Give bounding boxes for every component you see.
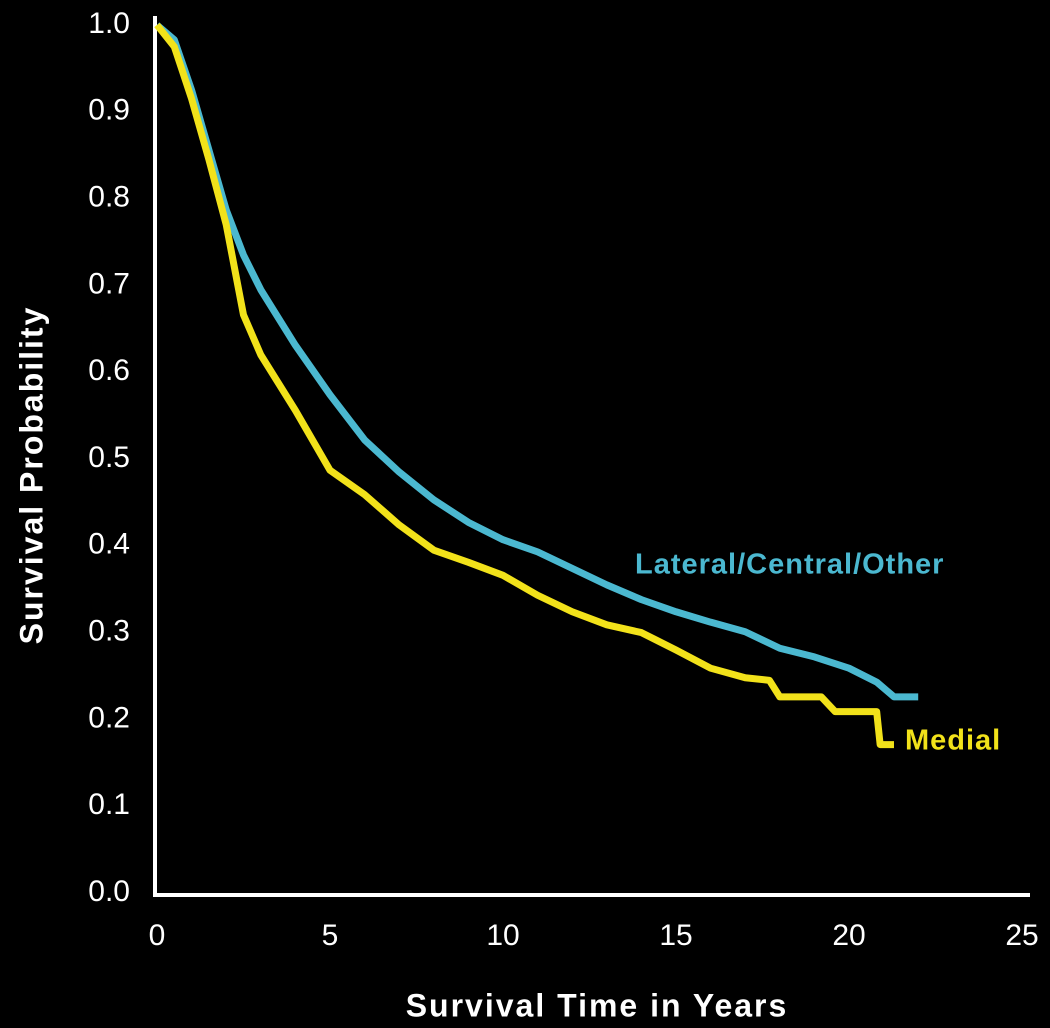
y-tick-label: 0.6 [88, 354, 130, 387]
x-tick-label: 10 [486, 919, 519, 952]
y-tick-label: 0.1 [88, 788, 130, 821]
y-tick-label: 0.8 [88, 181, 130, 214]
x-tick-label: 5 [322, 919, 339, 952]
survival-curve [154, 22, 894, 749]
x-tick-label: 25 [1005, 919, 1038, 952]
x-tick-label: 0 [149, 919, 166, 952]
y-tick-label: 0.2 [88, 701, 130, 734]
survival-curve [154, 22, 919, 701]
x-axis-title: Survival Time in Years [406, 987, 789, 1023]
series-label: Medial [905, 725, 1001, 757]
y-tick-label: 0.9 [88, 94, 130, 127]
series-label: Lateral/Central/Other [635, 549, 944, 581]
y-tick-label: 0.0 [88, 875, 130, 908]
y-axis-title: Survival Probability [13, 306, 49, 645]
y-tick-label: 0.7 [88, 267, 130, 300]
y-tick-label: 0.4 [88, 528, 130, 561]
x-tick-label: 20 [832, 919, 865, 952]
x-tick-label: 15 [659, 919, 692, 952]
y-tick-label: 1.0 [88, 7, 130, 40]
y-tick-label: 0.3 [88, 615, 130, 648]
y-tick-label: 0.5 [88, 441, 130, 474]
